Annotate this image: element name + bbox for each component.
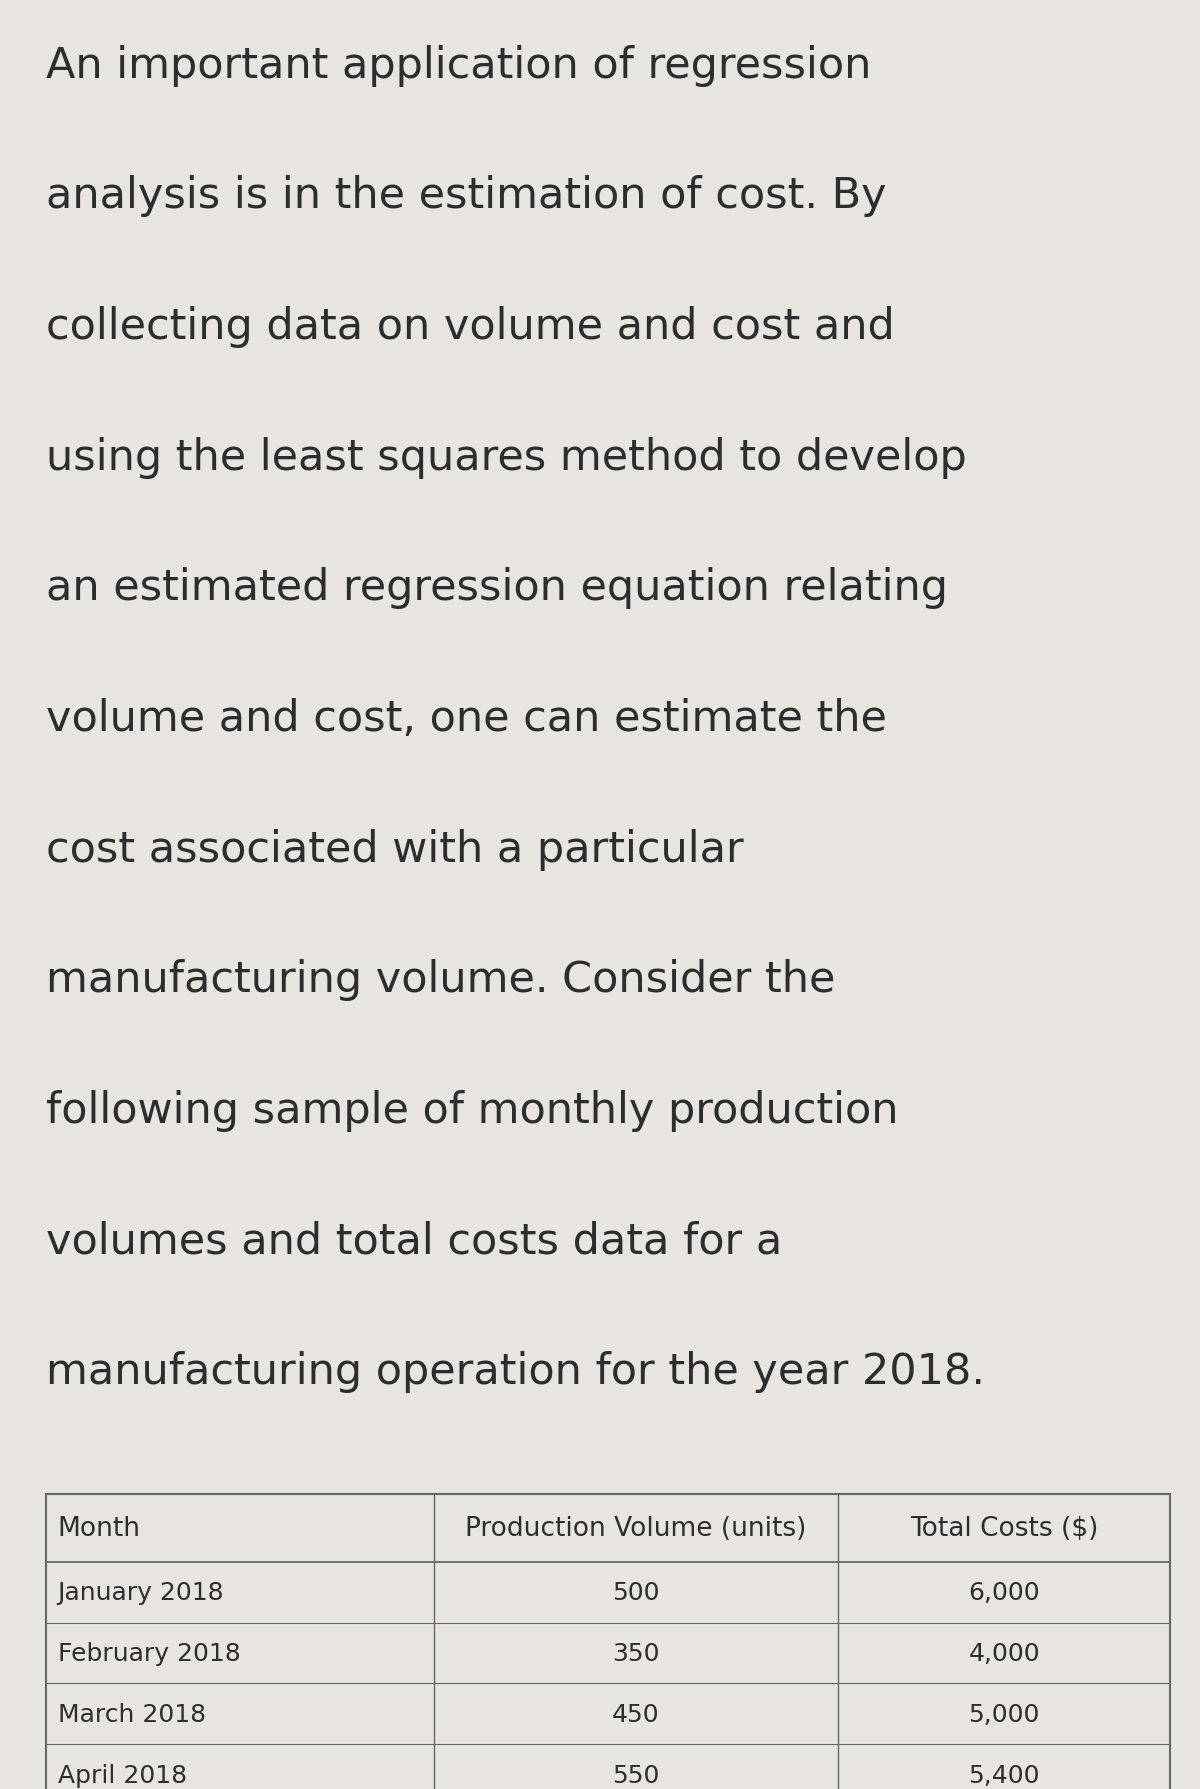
Text: cost associated with a particular: cost associated with a particular	[46, 828, 743, 869]
Text: January 2018: January 2018	[58, 1580, 224, 1605]
Text: using the least squares method to develop: using the least squares method to develo…	[46, 437, 966, 478]
Text: following sample of monthly production: following sample of monthly production	[46, 1090, 898, 1131]
Text: April 2018: April 2018	[58, 1762, 187, 1787]
Text: an estimated regression equation relating: an estimated regression equation relatin…	[46, 567, 948, 608]
Text: 450: 450	[612, 1701, 660, 1726]
Text: 350: 350	[612, 1641, 660, 1666]
Text: 550: 550	[612, 1762, 660, 1787]
Text: analysis is in the estimation of cost. By: analysis is in the estimation of cost. B…	[46, 175, 887, 216]
Text: An important application of regression: An important application of regression	[46, 45, 871, 86]
Text: manufacturing operation for the year 2018.: manufacturing operation for the year 201…	[46, 1351, 985, 1392]
Text: 5,400: 5,400	[968, 1762, 1040, 1787]
Text: Total Costs ($): Total Costs ($)	[910, 1515, 1098, 1540]
Text: 500: 500	[612, 1580, 660, 1605]
Text: manufacturing volume. Consider the: manufacturing volume. Consider the	[46, 959, 835, 1000]
Text: collecting data on volume and cost and: collecting data on volume and cost and	[46, 306, 894, 347]
Text: Month: Month	[58, 1515, 140, 1540]
Text: 4,000: 4,000	[968, 1641, 1040, 1666]
Text: volumes and total costs data for a: volumes and total costs data for a	[46, 1220, 782, 1261]
Text: March 2018: March 2018	[58, 1701, 205, 1726]
Text: 5,000: 5,000	[968, 1701, 1040, 1726]
Text: volume and cost, one can estimate the: volume and cost, one can estimate the	[46, 698, 887, 739]
Text: February 2018: February 2018	[58, 1641, 240, 1666]
Bar	[46, 1494, 1170, 1789]
Text: 6,000: 6,000	[968, 1580, 1040, 1605]
Text: Production Volume (units): Production Volume (units)	[466, 1515, 806, 1540]
